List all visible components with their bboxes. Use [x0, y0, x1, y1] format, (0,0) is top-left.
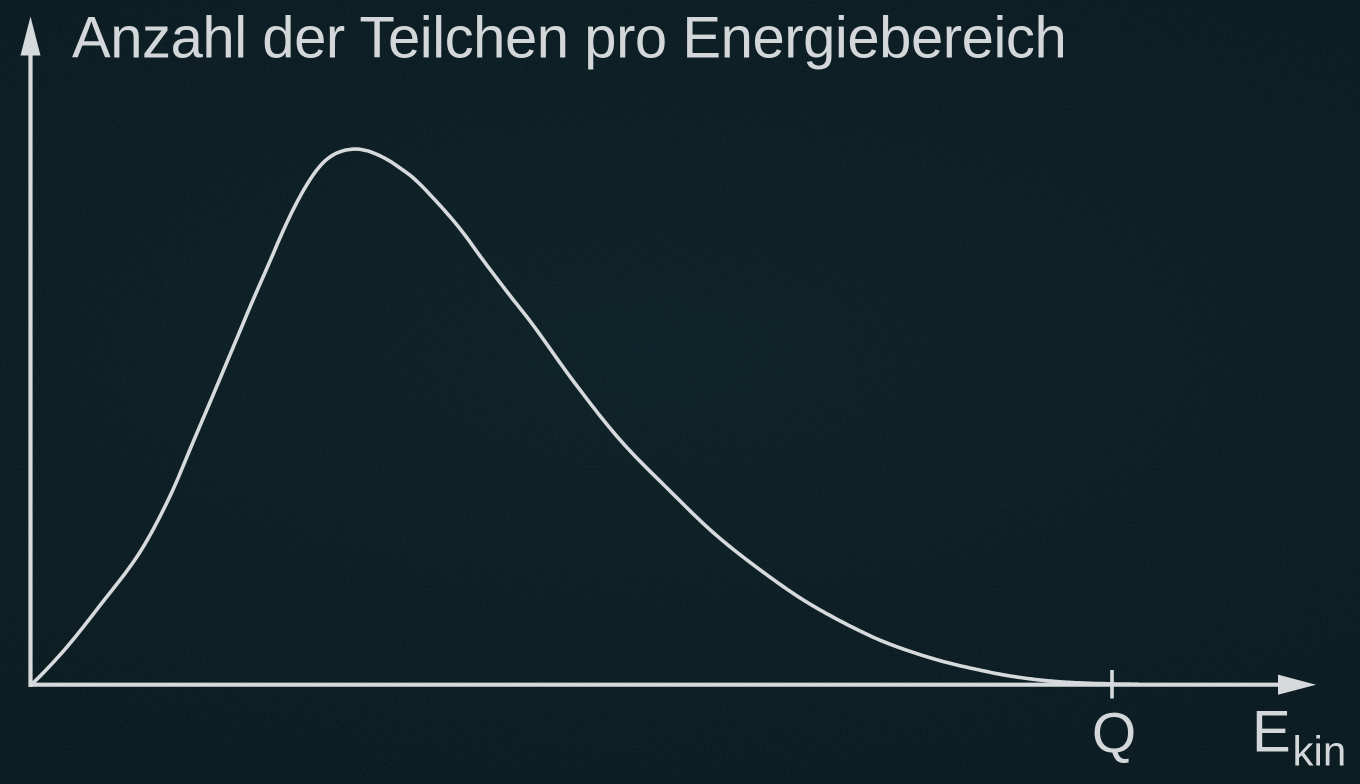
svg-text:kin: kin [1293, 728, 1347, 775]
svg-text:Anzahl der Teilchen pro Energi: Anzahl der Teilchen pro Energiebereich [72, 6, 1066, 71]
svg-text:E: E [1252, 700, 1291, 765]
svg-text:Q: Q [1092, 702, 1136, 766]
